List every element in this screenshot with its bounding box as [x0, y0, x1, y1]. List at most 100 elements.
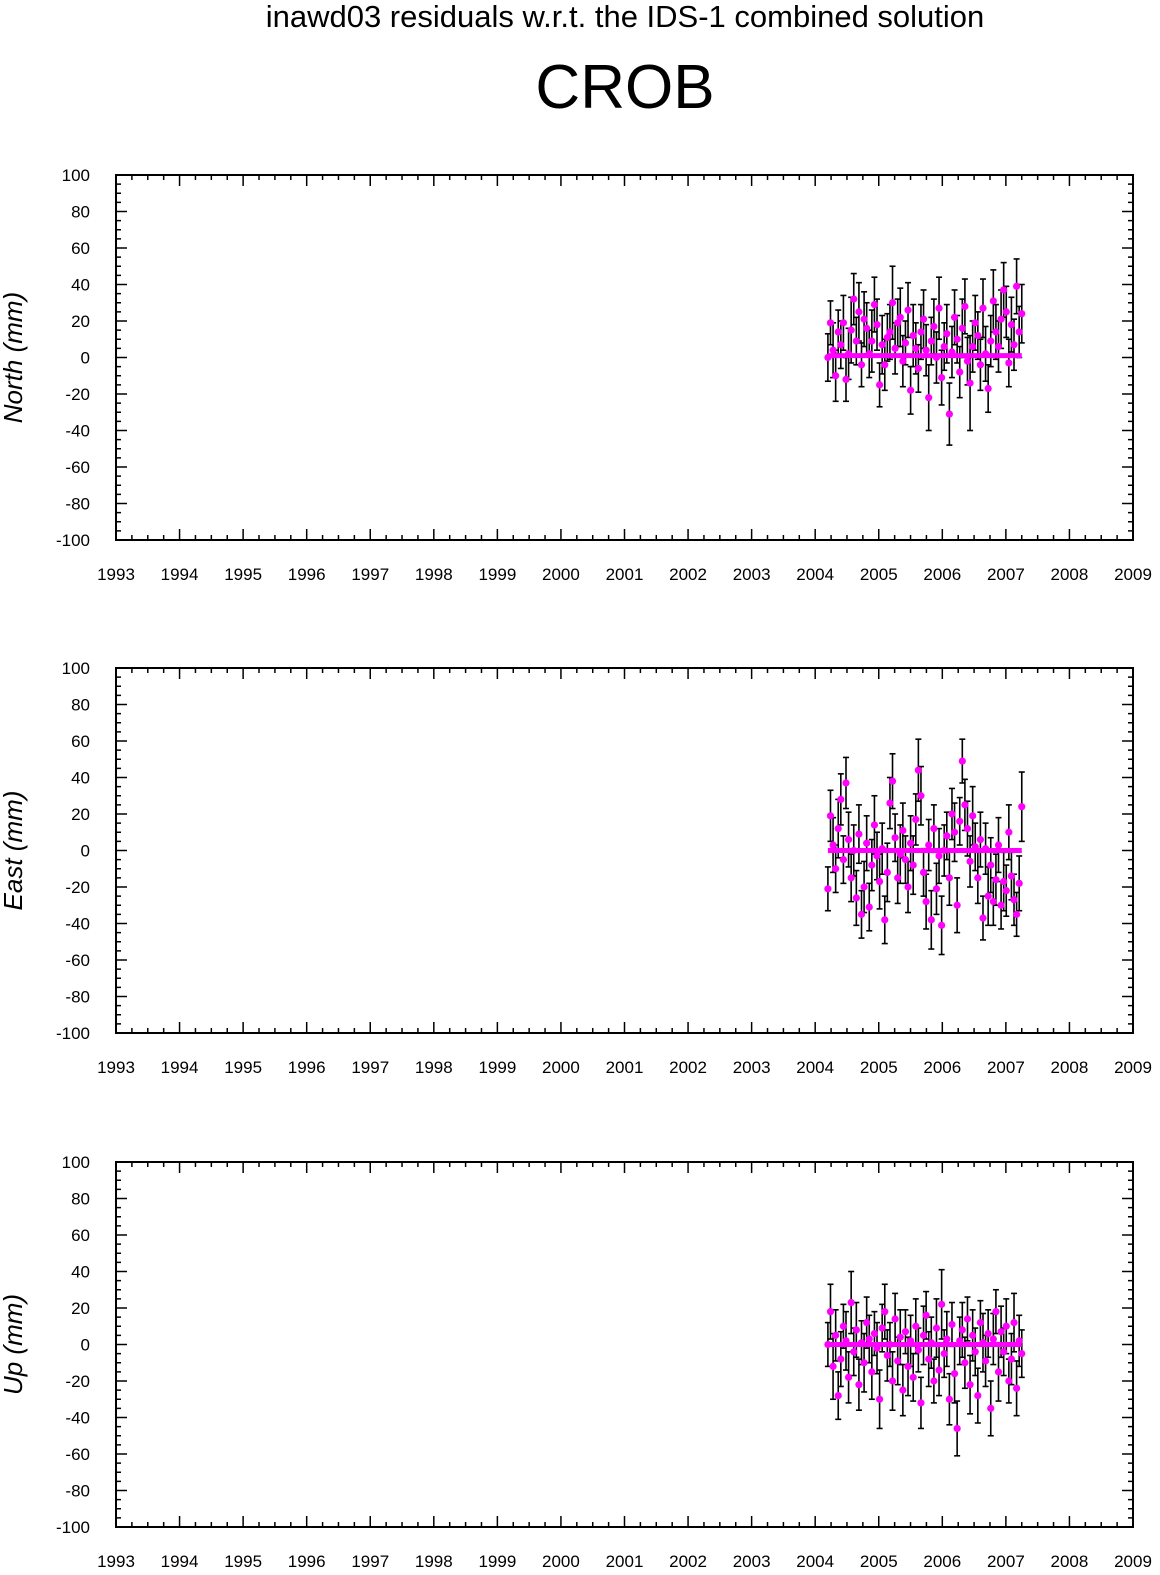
data-point [953, 335, 961, 343]
data-point [914, 1346, 922, 1354]
x-tick-label: 2005 [860, 1552, 898, 1571]
data-point [940, 342, 948, 351]
data-point [948, 810, 956, 818]
data-point [901, 1328, 910, 1336]
data-point [824, 353, 832, 362]
data-point [907, 1337, 915, 1345]
data-point [976, 835, 985, 844]
data-point [950, 313, 959, 321]
y-tick-label: 40 [71, 1263, 90, 1282]
data-point [935, 852, 943, 860]
data-point [922, 1311, 930, 1319]
x-tick-label: 1993 [97, 565, 135, 584]
data-point [932, 885, 941, 893]
data-point [994, 1368, 1003, 1376]
data-point [839, 1322, 848, 1330]
data-point [875, 877, 884, 886]
data-point [844, 835, 853, 844]
data-point [976, 1319, 985, 1327]
data-point [961, 801, 969, 809]
data-point [901, 339, 910, 347]
data-point [914, 364, 922, 373]
data-point [865, 350, 873, 358]
x-tick-label: 2003 [733, 565, 771, 584]
data-point [1018, 1350, 1026, 1358]
y-axis-label: Up (mm) [0, 1294, 28, 1395]
y-tick-label: 40 [71, 276, 90, 295]
y-tick-label: 20 [71, 312, 90, 331]
x-tick-label: 2000 [542, 1552, 580, 1571]
data-point [950, 1370, 959, 1378]
y-tick-label: -80 [65, 495, 90, 514]
data-point [992, 876, 1000, 884]
x-tick-label: 2007 [987, 1552, 1025, 1571]
x-tick-label: 2001 [606, 565, 644, 584]
data-point [953, 1424, 961, 1433]
data-point [922, 898, 930, 906]
data-point [886, 328, 894, 336]
data-point [927, 337, 935, 345]
data-point [1007, 1355, 1016, 1363]
data-point [987, 337, 995, 345]
x-tick-label: 2005 [860, 1058, 898, 1077]
y-tick-label: 100 [62, 659, 90, 678]
data-point [909, 861, 917, 869]
data-point [925, 1355, 933, 1363]
data-point [997, 901, 1005, 909]
data-point [883, 333, 891, 342]
y-tick-label: -100 [56, 531, 90, 550]
data-point [826, 812, 835, 820]
x-tick-label: 1998 [415, 1552, 453, 1571]
data-point [994, 342, 1003, 351]
data-point [1015, 879, 1023, 887]
data-point [997, 1328, 1005, 1336]
data-point [989, 898, 997, 906]
y-axis-label: East (mm) [0, 791, 28, 911]
data-point [961, 1359, 969, 1367]
data-point [989, 297, 997, 305]
data-point [826, 319, 835, 327]
data-point [881, 1308, 889, 1316]
y-tick-label: 80 [71, 203, 90, 222]
data-point [886, 799, 894, 807]
data-point [904, 883, 912, 891]
panel-0: 1993 1994 1995 1996 1997 1998 1999 2000 2001 2002… [0, 166, 1152, 584]
data-point [870, 1329, 879, 1338]
data-point [873, 321, 881, 329]
data-point [899, 826, 907, 835]
x-tick-label: 2009 [1114, 1058, 1152, 1077]
figure-title: inawd03 residuals w.r.t. the IDS-1 combi… [265, 0, 985, 34]
data-point [837, 795, 845, 804]
x-tick-label: 2000 [542, 565, 580, 584]
data-point [865, 903, 873, 911]
data-point [943, 330, 951, 338]
data-point [850, 1348, 858, 1356]
data-point [945, 410, 953, 418]
x-tick-label: 1995 [224, 1552, 262, 1571]
data-point [824, 885, 832, 893]
data-point [873, 852, 881, 860]
y-tick-label: -20 [65, 1372, 90, 1391]
data-point [1007, 872, 1016, 880]
data-point [930, 825, 938, 833]
data-point [888, 1377, 897, 1385]
data-point [834, 825, 842, 833]
data-point [917, 328, 925, 336]
data-point [870, 300, 879, 309]
data-point [904, 306, 912, 314]
data-point [1015, 328, 1023, 336]
x-tick-label: 2008 [1051, 1058, 1089, 1077]
data-point [945, 1395, 953, 1403]
data-point [860, 1359, 868, 1367]
data-point [855, 1381, 863, 1389]
data-point [919, 1331, 928, 1339]
data-point [832, 372, 840, 380]
data-point [966, 857, 974, 866]
data-point [938, 1300, 946, 1308]
data-point [899, 1386, 907, 1394]
data-point [886, 1340, 894, 1349]
x-tick-label: 1997 [351, 1058, 389, 1077]
data-point [930, 322, 938, 331]
data-point [860, 315, 868, 323]
data-point [932, 1324, 941, 1332]
